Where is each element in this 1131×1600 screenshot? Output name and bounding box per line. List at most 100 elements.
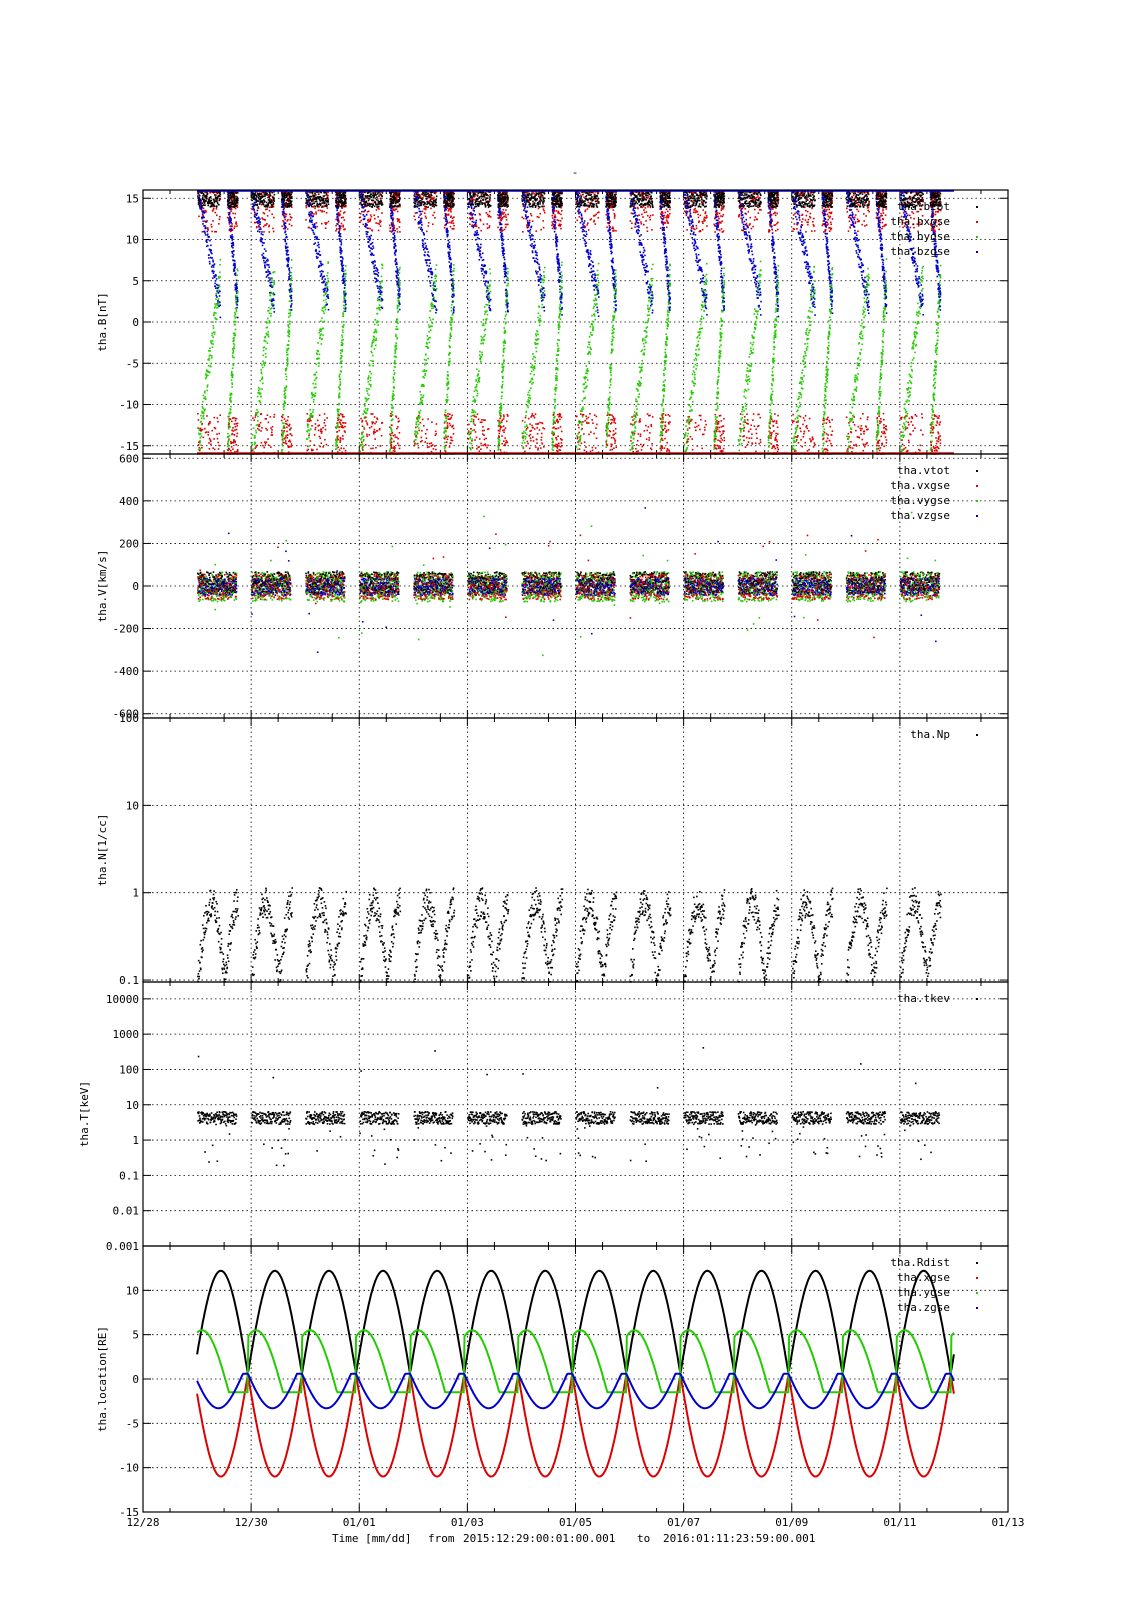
data-point bbox=[291, 303, 293, 305]
data-point bbox=[285, 421, 287, 423]
panel-1: 151050-5-10-15tha.B[nT]tha.btottha.bxgse… bbox=[96, 190, 1008, 455]
data-point bbox=[285, 226, 287, 228]
data-point bbox=[234, 217, 236, 219]
data-point bbox=[317, 420, 319, 422]
data-point bbox=[306, 207, 308, 209]
data-point bbox=[271, 432, 273, 434]
data-point bbox=[267, 342, 269, 344]
data-point bbox=[270, 313, 272, 315]
data-point bbox=[307, 420, 309, 422]
data-point bbox=[209, 348, 211, 350]
data-point bbox=[207, 193, 209, 195]
data-point bbox=[260, 227, 262, 229]
data-point bbox=[208, 254, 210, 256]
data-point bbox=[232, 427, 234, 429]
data-point bbox=[217, 303, 219, 305]
data-point bbox=[286, 431, 288, 433]
data-point bbox=[219, 286, 221, 288]
data-point bbox=[199, 440, 201, 442]
data-point bbox=[230, 441, 232, 443]
data-point bbox=[284, 392, 286, 394]
data-point bbox=[322, 334, 324, 336]
data-point bbox=[230, 220, 232, 222]
data-point bbox=[212, 261, 214, 263]
data-point bbox=[289, 270, 291, 272]
data-point bbox=[254, 212, 256, 214]
data-point bbox=[237, 203, 239, 205]
data-point bbox=[315, 194, 317, 196]
data-point bbox=[269, 198, 271, 200]
data-point bbox=[320, 203, 322, 205]
data-point bbox=[258, 429, 260, 431]
data-point bbox=[203, 217, 205, 219]
data-point bbox=[261, 204, 263, 206]
data-point bbox=[236, 286, 238, 288]
data-point bbox=[322, 328, 324, 330]
data-point bbox=[308, 435, 310, 437]
data-point bbox=[283, 201, 285, 203]
data-point bbox=[252, 434, 254, 436]
data-point bbox=[261, 388, 263, 390]
data-point bbox=[202, 406, 204, 408]
data-point bbox=[235, 313, 237, 315]
data-point bbox=[270, 195, 272, 197]
data-point bbox=[286, 351, 288, 353]
data-point bbox=[324, 321, 326, 323]
data-point bbox=[274, 294, 276, 296]
data-point bbox=[204, 409, 206, 411]
data-point bbox=[314, 226, 316, 228]
data-point bbox=[213, 313, 215, 315]
data-point bbox=[266, 418, 268, 420]
data-point bbox=[209, 350, 211, 352]
data-point bbox=[236, 307, 238, 309]
data-point bbox=[201, 206, 203, 208]
data-point bbox=[320, 429, 322, 431]
y-tick-label: 0 bbox=[132, 316, 139, 329]
data-point bbox=[321, 338, 323, 340]
data-point bbox=[218, 448, 220, 450]
data-point bbox=[231, 226, 233, 228]
data-point bbox=[228, 445, 230, 447]
data-point bbox=[259, 229, 261, 231]
data-point bbox=[199, 450, 201, 452]
data-point bbox=[319, 251, 321, 253]
data-point bbox=[255, 432, 257, 434]
data-point bbox=[308, 437, 310, 439]
data-point bbox=[314, 233, 316, 235]
data-point bbox=[231, 239, 233, 241]
data-point bbox=[205, 200, 207, 202]
data-point bbox=[235, 329, 237, 331]
data-point bbox=[321, 318, 323, 320]
data-point bbox=[213, 209, 215, 211]
data-point bbox=[203, 220, 205, 222]
data-point bbox=[202, 401, 204, 403]
data-point bbox=[271, 213, 273, 215]
data-point bbox=[320, 261, 322, 263]
data-point bbox=[335, 230, 337, 232]
data-point bbox=[317, 257, 319, 259]
data-point bbox=[260, 422, 262, 424]
data-point bbox=[266, 326, 268, 328]
data-point bbox=[228, 416, 230, 418]
data-point bbox=[285, 389, 287, 391]
data-point bbox=[205, 398, 207, 400]
data-point bbox=[219, 276, 221, 278]
data-point bbox=[326, 203, 328, 205]
data-point bbox=[328, 281, 330, 283]
data-point bbox=[216, 433, 218, 435]
data-point bbox=[317, 350, 319, 352]
data-point bbox=[209, 263, 211, 265]
data-point bbox=[319, 446, 321, 448]
data-point bbox=[273, 231, 275, 233]
data-point bbox=[291, 445, 293, 447]
data-point bbox=[327, 278, 329, 280]
data-point bbox=[236, 311, 238, 313]
data-point bbox=[307, 426, 309, 428]
data-point bbox=[274, 414, 276, 416]
data-point bbox=[258, 387, 260, 389]
data-point bbox=[263, 253, 265, 255]
data-point bbox=[264, 213, 266, 215]
data-point bbox=[273, 311, 275, 313]
data-point bbox=[255, 201, 257, 203]
data-point bbox=[261, 231, 263, 233]
